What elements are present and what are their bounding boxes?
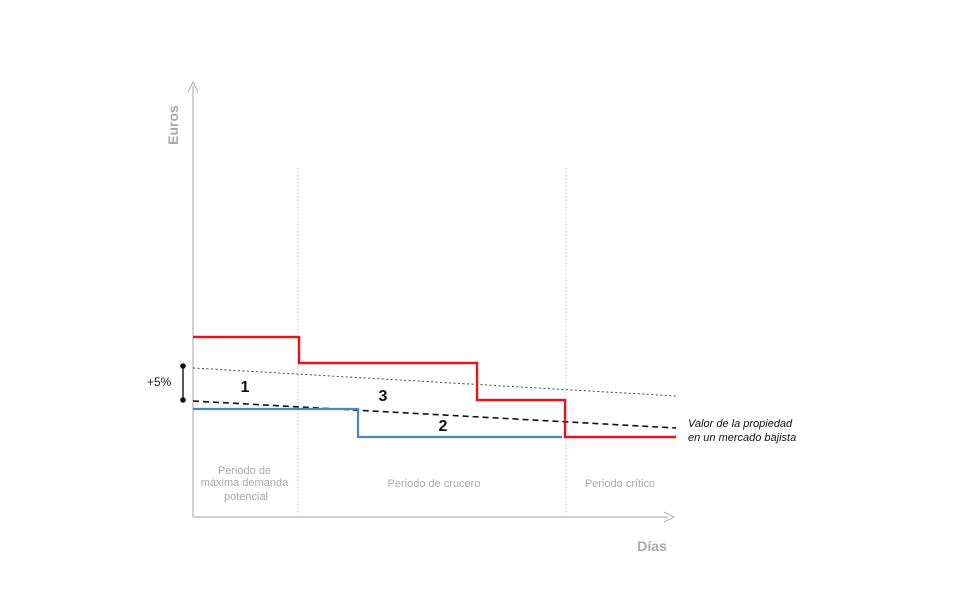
zone-3-label: 3 [379, 388, 388, 405]
x-axis-label: Días [637, 538, 667, 554]
axes: Euros Días [165, 80, 676, 554]
property-value-legend: Valor de la propiedad en un mercado baji… [688, 418, 796, 444]
property-value-dashed-line [192, 400, 677, 429]
y-axis-arrow [187, 80, 199, 93]
red-price-line [193, 335, 676, 439]
period-3-label: Periodo crítico [585, 478, 655, 490]
period-2-label: Periodo de crucero [388, 478, 481, 490]
zone-2-label: 2 [439, 418, 448, 435]
period-dividers [297, 168, 567, 514]
x-axis-arrow [663, 511, 676, 523]
upper-dotted-line [192, 367, 677, 397]
bracket-top-dot [180, 363, 186, 369]
period-labels: Periodo de máxima demanda potencial Peri… [201, 465, 655, 503]
bracket-bottom-dot [180, 397, 186, 403]
zone-1-label: 1 [241, 379, 250, 396]
percent-label: +5% [147, 375, 172, 389]
percent-bracket: +5% [147, 363, 186, 403]
period-1-label: Periodo de máxima demanda potencial [201, 465, 292, 503]
blue-price-line [193, 407, 562, 439]
y-axis-label: Euros [165, 105, 181, 145]
